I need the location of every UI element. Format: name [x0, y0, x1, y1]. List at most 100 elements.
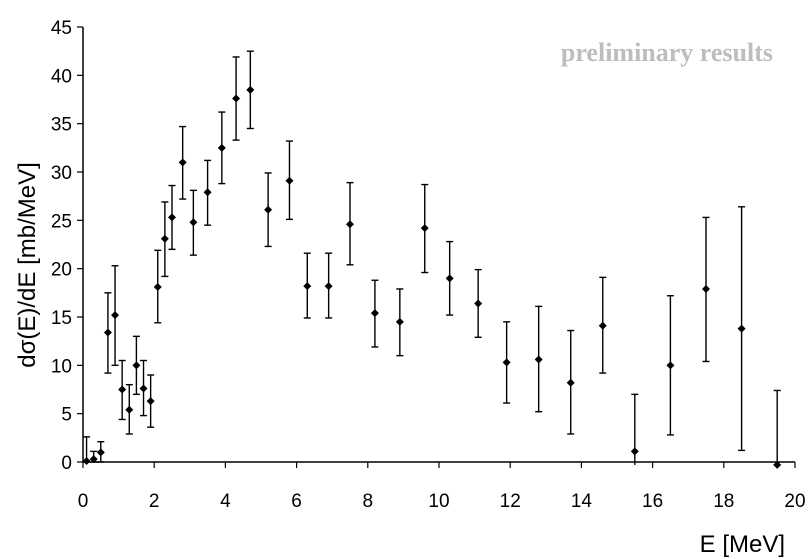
data-point	[160, 201, 169, 278]
y-tick-label: 0	[61, 453, 72, 474]
data-point	[737, 206, 746, 452]
x-tick-label: 2	[149, 491, 160, 512]
data-point	[395, 288, 404, 357]
data-point	[702, 216, 710, 363]
data-point	[146, 374, 155, 428]
y-tick-label: 30	[51, 163, 72, 184]
y-tick-label: 45	[51, 18, 72, 39]
preliminary-results-annotation: preliminary results	[561, 38, 773, 67]
point-marker	[502, 358, 511, 367]
point-marker	[598, 321, 607, 330]
data-point	[153, 249, 162, 324]
point-marker	[445, 274, 454, 283]
data-point	[246, 50, 255, 130]
data-point	[111, 265, 120, 367]
point-marker	[118, 385, 127, 394]
point-marker	[203, 188, 212, 197]
data-point	[132, 335, 141, 396]
data-point	[324, 252, 333, 319]
point-marker	[125, 405, 134, 414]
point-marker	[346, 220, 354, 229]
point-marker	[160, 234, 169, 243]
data-point	[773, 389, 782, 469]
y-tick-label: 25	[51, 211, 72, 232]
point-marker	[370, 309, 379, 318]
data-point	[666, 295, 675, 436]
point-marker	[666, 361, 675, 370]
point-marker	[132, 361, 141, 370]
data-point	[474, 268, 483, 338]
data-point	[139, 359, 148, 417]
point-marker	[168, 213, 176, 222]
data-point	[534, 305, 543, 413]
point-marker	[395, 317, 404, 326]
y-tick-label: 20	[51, 260, 72, 281]
point-marker	[189, 218, 198, 227]
point-marker	[178, 158, 187, 167]
data-point	[103, 292, 112, 374]
point-marker	[264, 205, 273, 214]
point-marker	[285, 176, 294, 185]
data-point	[125, 383, 134, 435]
data-point	[598, 276, 607, 374]
point-marker	[773, 460, 782, 469]
data-points-layer	[82, 50, 782, 469]
x-tick-label: 10	[428, 491, 449, 512]
data-point	[420, 183, 429, 274]
data-point	[285, 140, 294, 221]
point-marker	[420, 224, 429, 233]
x-tick-label: 20	[784, 491, 805, 512]
x-tick-label: 14	[571, 491, 593, 512]
point-marker	[96, 448, 105, 457]
data-point	[189, 189, 198, 256]
x-tick-label: 12	[500, 491, 521, 512]
data-point	[303, 252, 312, 319]
data-point	[370, 279, 379, 348]
point-marker	[303, 282, 312, 291]
data-point	[168, 184, 176, 251]
y-axis-title: dσ(E)/dE [mb/MeV]	[14, 162, 41, 368]
point-marker	[153, 283, 162, 292]
data-point	[502, 321, 511, 404]
point-marker	[82, 457, 91, 466]
x-tick-label: 6	[291, 491, 302, 512]
x-axis-title: E [MeV]	[700, 531, 785, 558]
data-point	[264, 172, 273, 248]
data-point	[346, 181, 354, 266]
data-point	[630, 393, 639, 465]
y-tick-label: 15	[51, 308, 72, 329]
point-marker	[324, 282, 333, 291]
data-point	[232, 56, 241, 141]
y-tick-label: 35	[51, 115, 72, 136]
x-tick-label: 4	[220, 491, 231, 512]
point-marker	[232, 94, 241, 103]
data-point	[566, 329, 575, 435]
x-tick-label: 0	[78, 491, 89, 512]
data-point	[217, 111, 226, 185]
point-marker	[139, 384, 148, 393]
y-tick-label: 5	[61, 405, 72, 426]
point-marker	[737, 324, 746, 333]
point-marker	[566, 378, 575, 387]
point-marker	[474, 299, 483, 308]
point-marker	[630, 447, 639, 456]
point-marker	[246, 85, 255, 94]
y-tick-label: 40	[51, 66, 72, 87]
x-tick-label: 8	[363, 491, 374, 512]
x-tick-label: 18	[713, 491, 734, 512]
point-marker	[702, 284, 710, 293]
point-marker	[534, 355, 543, 364]
data-point	[96, 441, 105, 463]
data-point	[178, 125, 187, 200]
data-point	[118, 359, 127, 421]
y-tick-label: 10	[51, 356, 72, 377]
point-marker	[146, 397, 155, 406]
point-marker	[111, 311, 120, 320]
data-point	[203, 159, 212, 226]
data-point	[445, 240, 454, 316]
point-marker	[103, 328, 112, 337]
point-marker	[217, 143, 226, 152]
ticks-layer: 0 2 4 6 8 10 12 14 16 18 20 0 5 10 15 20 25 30 35 40 45	[51, 18, 806, 512]
